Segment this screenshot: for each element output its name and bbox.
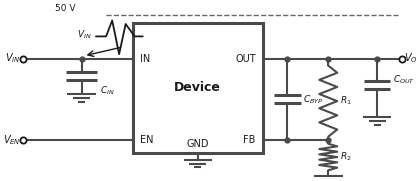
FancyBboxPatch shape: [133, 23, 263, 153]
Text: $C_{OUT}$: $C_{OUT}$: [393, 74, 415, 86]
Text: EN: EN: [140, 135, 154, 145]
Text: IN: IN: [140, 54, 150, 64]
Text: $R_1$: $R_1$: [340, 95, 352, 107]
Text: 50 V: 50 V: [55, 4, 76, 13]
Text: GND: GND: [186, 139, 209, 149]
Text: $C_{BYP}$: $C_{BYP}$: [303, 93, 323, 106]
Text: $V_{OUT}$: $V_{OUT}$: [404, 52, 416, 66]
Text: Device: Device: [174, 81, 221, 94]
Text: $V_{IN}$: $V_{IN}$: [5, 52, 20, 66]
Text: FB: FB: [243, 135, 256, 145]
Text: $V_{IN}$: $V_{IN}$: [77, 28, 92, 41]
Text: $R_2$: $R_2$: [340, 151, 352, 163]
Text: $V_{EN}$: $V_{EN}$: [2, 133, 20, 147]
Text: OUT: OUT: [235, 54, 256, 64]
Text: $C_{IN}$: $C_{IN}$: [100, 84, 115, 97]
